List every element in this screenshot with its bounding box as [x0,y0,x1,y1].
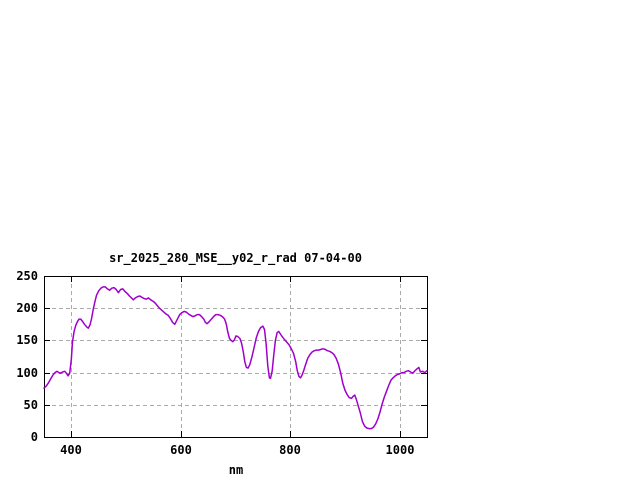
plot-border [44,276,428,438]
y-tick-label: 200 [16,301,38,315]
spectrum-curve [43,286,428,430]
chart-title: sr_2025_280_MSE__y02_r_rad 07-04-00 [109,251,362,265]
x-tick-label: 800 [279,443,301,457]
y-tick-label: 50 [23,398,38,412]
y-tick-label: 0 [30,430,38,444]
x-tick-label: 600 [170,443,192,457]
x-axis-label: nm [228,463,244,477]
y-tick-label: 150 [16,333,38,347]
y-tick-label: 250 [16,269,38,283]
y-tick-label: 100 [16,366,38,380]
x-tick-label: 400 [60,443,82,457]
x-tick-label: 1000 [385,443,415,457]
